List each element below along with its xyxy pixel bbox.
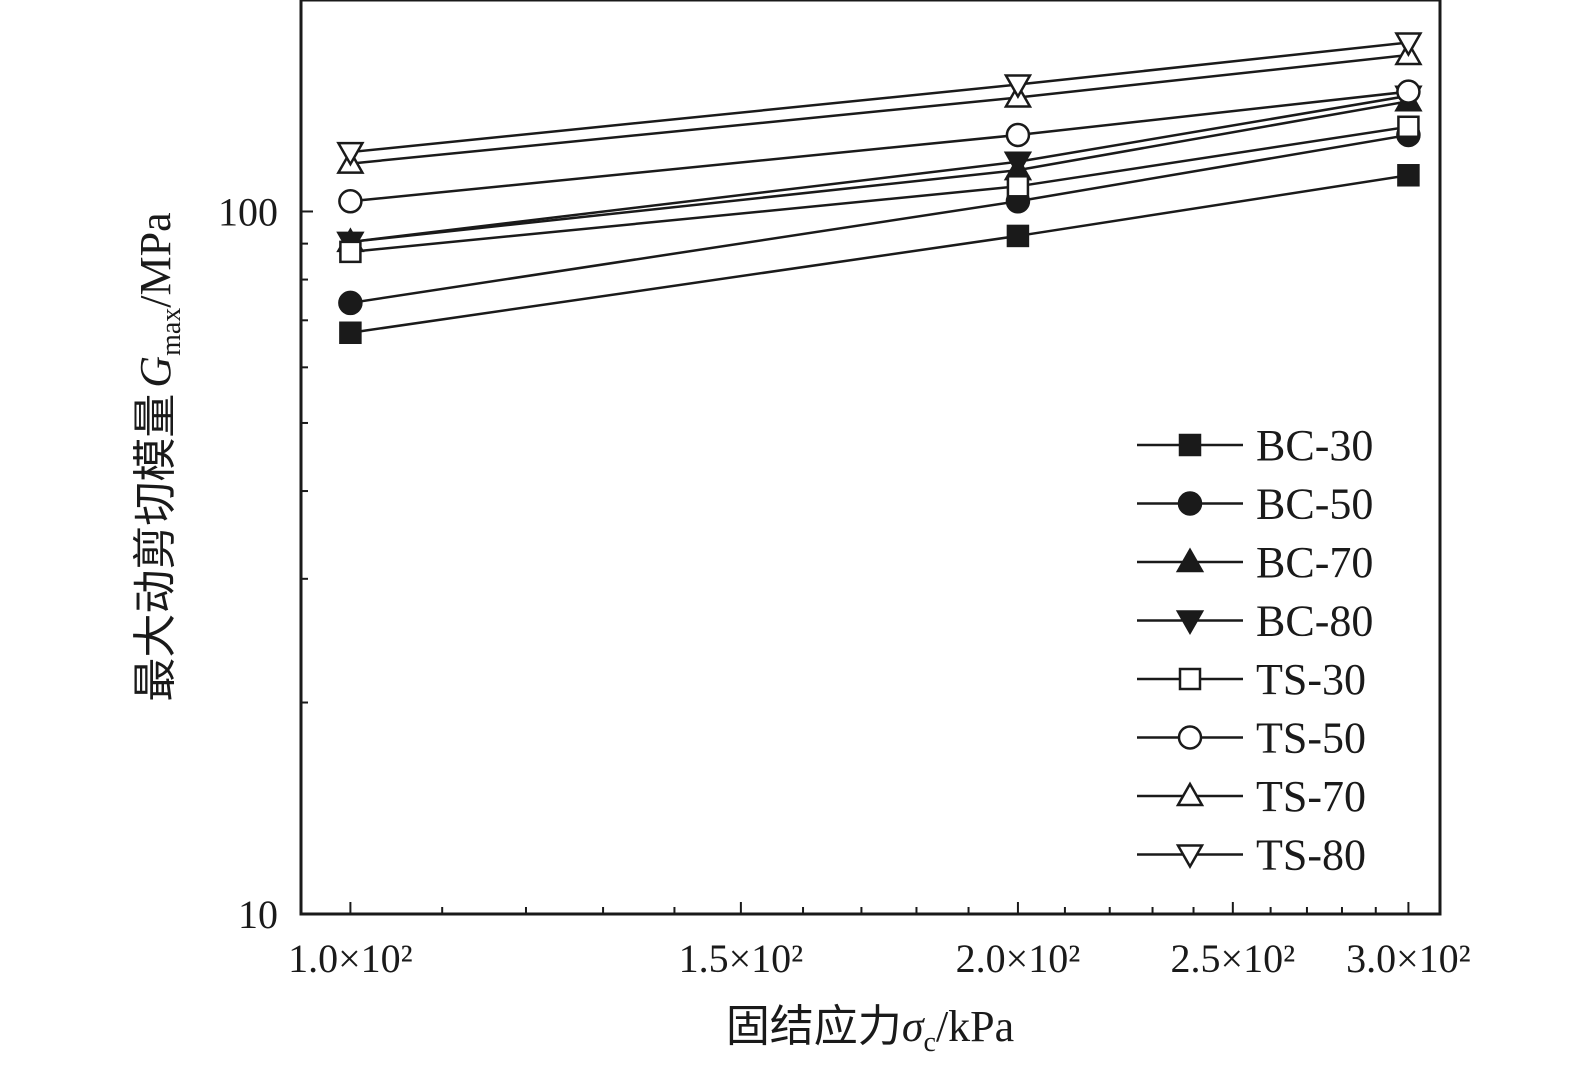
data-point <box>1005 122 1031 148</box>
data-point <box>1003 74 1033 100</box>
x-tick-label: 2.5×10² <box>1171 936 1296 981</box>
data-point <box>338 189 363 214</box>
x-axis-title-main: 固结应力 <box>726 1002 902 1051</box>
x-tick-label: 1.0×10² <box>288 936 413 981</box>
series-ts-30 <box>339 115 1420 264</box>
x-axis-ticks: 1.0×10² 1.5×10² 2.0×10² 2.5×10² 3.0×10² <box>288 902 1471 981</box>
legend-marker <box>1175 844 1205 870</box>
legend: BC-30 BC-50 BC-70 BC-80 TS-30 TS-50 TS-70 TS-80 <box>1137 421 1373 880</box>
data-point <box>1006 224 1030 248</box>
y-axis-title-symbol: G <box>131 356 180 388</box>
legend-label: TS-50 <box>1256 714 1366 763</box>
legend-marker <box>1177 725 1203 750</box>
data-point <box>1006 175 1030 198</box>
x-axis-title-unit: /kPa <box>936 1002 1014 1051</box>
y-tick-label: 10 <box>238 892 278 937</box>
legend-marker <box>1178 433 1202 457</box>
x-axis-title-subscript: c <box>924 1027 936 1058</box>
x-axis-title: 固结应力σc/kPa <box>726 1002 1014 1058</box>
legend-item: BC-50 <box>1137 480 1373 529</box>
data-point <box>336 141 365 167</box>
series-ts-50 <box>338 79 1421 214</box>
data-point <box>338 290 363 316</box>
y-axis-title-main: 最大动剪切模量 <box>131 394 180 702</box>
legend-item: TS-50 <box>1137 714 1366 763</box>
legend-label: BC-50 <box>1256 480 1373 529</box>
legend-item: TS-30 <box>1137 655 1366 704</box>
data-point <box>1396 79 1421 104</box>
series-ts-80 <box>336 32 1423 167</box>
data-point <box>339 321 362 345</box>
series-layer <box>336 32 1423 345</box>
y-axis-ticks: 10 100 <box>218 0 313 937</box>
legend-label: TS-80 <box>1256 831 1366 880</box>
x-tick-label: 2.0×10² <box>956 936 1081 981</box>
legend-label: TS-30 <box>1256 655 1366 704</box>
legend-label: TS-70 <box>1256 772 1366 821</box>
legend-label: BC-30 <box>1256 421 1373 470</box>
series-bc-50 <box>338 122 1421 316</box>
legend-item: BC-80 <box>1137 597 1373 646</box>
legend-marker <box>1175 781 1205 807</box>
y-axis-title: 最大动剪切模量 Gmax/MPa <box>131 212 187 701</box>
data-point <box>1003 151 1033 177</box>
y-axis-title-unit: /MPa <box>131 212 180 307</box>
legend-marker <box>1175 547 1205 573</box>
series-bc-30 <box>339 164 1420 345</box>
series-line <box>350 133 1409 305</box>
y-axis-title-subscript: max <box>156 308 187 356</box>
legend-label: BC-80 <box>1256 597 1373 646</box>
series-bc-70 <box>336 86 1423 253</box>
legend-item: TS-80 <box>1137 831 1366 880</box>
x-tick-label: 1.5×10² <box>679 936 804 981</box>
series-line <box>350 125 1409 254</box>
legend-item: BC-70 <box>1137 538 1373 587</box>
y-tick-label: 100 <box>218 189 278 234</box>
legend-item: BC-30 <box>1137 421 1373 470</box>
data-point <box>1394 32 1423 58</box>
data-point <box>1397 164 1420 187</box>
series-line <box>350 94 1409 244</box>
series-line <box>350 41 1409 154</box>
data-point <box>1397 115 1420 139</box>
legend-marker <box>1177 491 1203 516</box>
data-point <box>339 240 362 264</box>
legend-marker <box>1178 667 1202 691</box>
x-tick-label: 3.0×10² <box>1346 936 1471 981</box>
x-axis-title-symbol: σ <box>902 1002 926 1051</box>
legend-marker <box>1175 610 1205 636</box>
plot-frame <box>299 0 1442 916</box>
legend-item: TS-70 <box>1137 772 1366 821</box>
legend-label: BC-70 <box>1256 538 1373 587</box>
